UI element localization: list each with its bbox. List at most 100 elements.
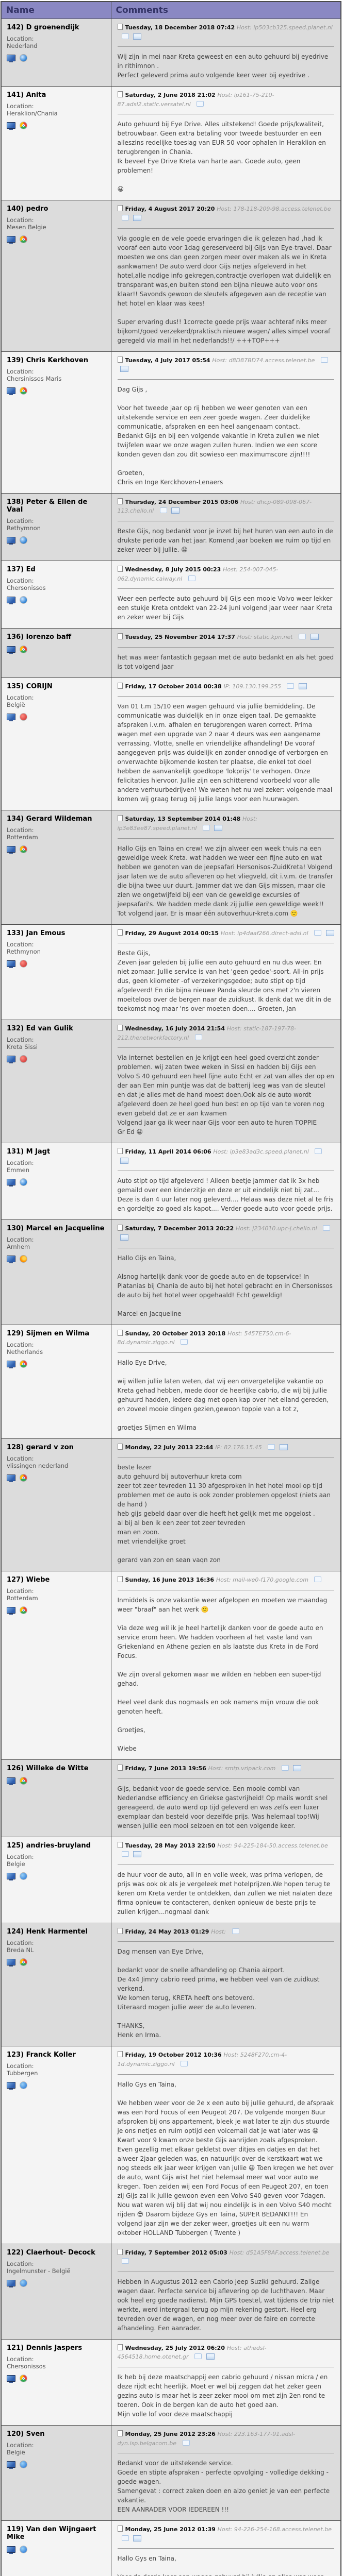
comment-text: beste lezer auto gehuurd bij autoverhuur… xyxy=(117,1464,331,1564)
entry-name-cell: 131) M Jagt Location: Emmen xyxy=(1,1143,111,1221)
chrome-browser-icon xyxy=(20,1474,27,1481)
comment-bubble-icon[interactable] xyxy=(121,2535,129,2541)
entry-name-cell: 128) gerard v zon Location: vlissingen n… xyxy=(1,1438,111,1572)
email-icon[interactable] xyxy=(133,214,141,221)
monitor-icon xyxy=(7,1256,15,1264)
guestbook-entry: 134) Gerard Wildeman Location: Rotterdam… xyxy=(1,810,341,925)
comment-bubble-icon[interactable] xyxy=(315,1148,322,1155)
entry-date: Friday, 29 August 2014 00:15 xyxy=(125,929,221,937)
meta-divider xyxy=(117,2548,334,2549)
entry-meta: Wednesday, 16 July 2014 21:54 Host: stat… xyxy=(117,1024,335,1042)
email-icon[interactable] xyxy=(279,1444,288,1450)
comment-bubble-icon[interactable] xyxy=(314,929,322,936)
comment-bubble-icon[interactable] xyxy=(121,33,129,39)
entry-comment-cell: Wednesday, 25 July 2012 06:20 Host: athe… xyxy=(110,2338,341,2426)
comment-bubble-icon[interactable] xyxy=(323,1225,331,1231)
email-icon[interactable] xyxy=(298,683,307,689)
email-icon[interactable] xyxy=(310,634,319,640)
email-icon[interactable] xyxy=(133,33,141,40)
comment-bubble-icon[interactable] xyxy=(287,683,295,689)
entry-host: Host: athedsl-4564518.home.otenet.gr xyxy=(117,2344,267,2361)
entry-comment-cell: Saturday, 13 September 2014 01:48 Host: … xyxy=(110,810,341,925)
comment-bubble-icon[interactable] xyxy=(320,357,328,363)
page-icon xyxy=(117,2526,123,2532)
entry-author: 141) Anita xyxy=(7,91,46,99)
comment-bubble-icon[interactable] xyxy=(197,100,204,107)
entry-author: 136) lorenzo baff xyxy=(7,633,72,641)
page-icon xyxy=(117,1443,123,1450)
comment-text: Ik heb bij deze maatschappij een cabrio … xyxy=(117,2373,328,2418)
chrome-browser-icon xyxy=(20,236,27,243)
meta-divider xyxy=(117,1047,334,1048)
entry-author: 137) Ed xyxy=(7,565,36,573)
comment-bubble-icon[interactable] xyxy=(232,1928,239,1934)
monitor-icon xyxy=(7,1872,15,1880)
entry-meta: Monday, 25 June 2012 23:26 Host: 223.163… xyxy=(117,2430,335,2448)
entry-author: 139) Chris Kerkhoven xyxy=(7,356,88,364)
location-value: België xyxy=(7,701,25,708)
entry-comment-cell: Saturday, 7 December 2013 20:22 Host: j2… xyxy=(110,1219,341,1325)
email-icon[interactable] xyxy=(133,2535,141,2541)
entry-name-cell: 142) D groenendijk Location: Nederland xyxy=(1,18,111,87)
entry-meta: Friday, 7 June 2013 19:56 Host: smtp.vri… xyxy=(117,1764,335,1773)
comment-text: Beste Gijs, Zeven jaar geleden bij julli… xyxy=(117,950,331,1013)
email-icon[interactable] xyxy=(120,1157,128,1164)
email-icon[interactable] xyxy=(133,1851,141,1858)
entry-author: 133) Jan Emous xyxy=(7,929,66,937)
page-icon xyxy=(117,1841,123,1848)
page-icon xyxy=(117,2430,123,2436)
monitor-icon xyxy=(7,2546,15,2554)
entry-author: 132) Ed van Gulik xyxy=(7,1025,73,1033)
comment-bubble-icon[interactable] xyxy=(188,575,195,581)
email-icon[interactable] xyxy=(206,2353,215,2360)
email-icon[interactable] xyxy=(214,824,223,831)
comment-bubble-icon[interactable] xyxy=(181,1339,188,1345)
guestbook-entry: 129) Sijmen en Wilma Location: Netherlan… xyxy=(1,1324,341,1439)
comment-text: Auto gehuurd bij Eye Drive. Alles uitste… xyxy=(117,121,326,193)
comment-bubble-icon[interactable] xyxy=(121,1851,129,1857)
entry-comment-cell: Tuesday, 4 July 2017 05:54 Host: d8D87BD… xyxy=(110,351,341,494)
page-icon xyxy=(117,91,123,98)
comment-bubble-icon[interactable] xyxy=(281,1765,289,1771)
comment-bubble-icon[interactable] xyxy=(299,634,306,640)
comment-bubble-icon[interactable] xyxy=(194,2353,202,2360)
email-icon[interactable] xyxy=(120,1234,128,1241)
entry-comment-cell: Monday, 25 June 2012 01:39 Host: 94-226-… xyxy=(110,2520,341,2576)
monitor-icon xyxy=(7,236,15,244)
meta-divider xyxy=(117,1457,334,1458)
comment-bubble-icon[interactable] xyxy=(182,2439,190,2446)
entry-name-cell: 127) Wiebe Location: Rotterdam xyxy=(1,1571,111,1760)
guestbook-entry: 119) Van den Wijngaert Mike Monday, 25 J… xyxy=(1,2520,341,2576)
comment-bubble-icon[interactable] xyxy=(159,507,167,514)
entry-host: Host: ip3e83ee87.speed.planet.nl xyxy=(117,816,257,832)
email-icon[interactable] xyxy=(293,1765,302,1772)
comment-bubble-icon[interactable] xyxy=(181,2061,188,2066)
entry-meta: Friday, 19 October 2012 10:36 Host: 5248… xyxy=(117,2050,335,2069)
email-icon[interactable] xyxy=(171,507,180,514)
comment-bubble-icon[interactable] xyxy=(121,2258,129,2264)
chrome-browser-icon xyxy=(20,646,27,653)
guestbook-entry: 125) andries-bruyland Location: Belgie T… xyxy=(1,1836,341,1923)
entry-host: Host: smtp.vripack.com xyxy=(208,1765,276,1772)
entry-date: Monday, 25 June 2012 01:39 xyxy=(125,2526,218,2533)
email-icon[interactable] xyxy=(120,366,128,372)
comment-bubble-icon[interactable] xyxy=(202,824,210,831)
location-value: vlissingen nederland xyxy=(7,1462,69,1469)
monitor-icon xyxy=(7,1179,15,1187)
entry-icons xyxy=(7,387,106,395)
comment-bubble-icon[interactable] xyxy=(314,1577,322,1583)
entry-meta: Saturday, 7 December 2013 20:22 Host: j2… xyxy=(117,1224,335,1242)
ie-browser-icon xyxy=(20,2461,27,2468)
comment-bubble-icon[interactable] xyxy=(268,1444,275,1450)
comment-bubble-icon[interactable] xyxy=(121,214,129,221)
email-icon[interactable] xyxy=(325,929,334,936)
entry-meta: Sunday, 16 June 2013 16:36 Host: mail-we… xyxy=(117,1575,335,1585)
entry-host: Host: 94-226-254-168.access.telenet.be xyxy=(217,2526,332,2533)
comment-text: de huur voor de auto, all in en volle we… xyxy=(117,1871,335,1916)
comment-bubble-icon[interactable] xyxy=(194,1034,202,1040)
entry-name-cell: 123) Franck Koller Location: Tubbergen xyxy=(1,2046,111,2244)
entry-author: 142) D groenendijk xyxy=(7,24,79,31)
entry-comment-cell: Thursday, 24 December 2015 03:06 Host: d… xyxy=(110,493,341,561)
page-icon xyxy=(117,633,123,640)
globe-browser-icon xyxy=(20,596,27,603)
